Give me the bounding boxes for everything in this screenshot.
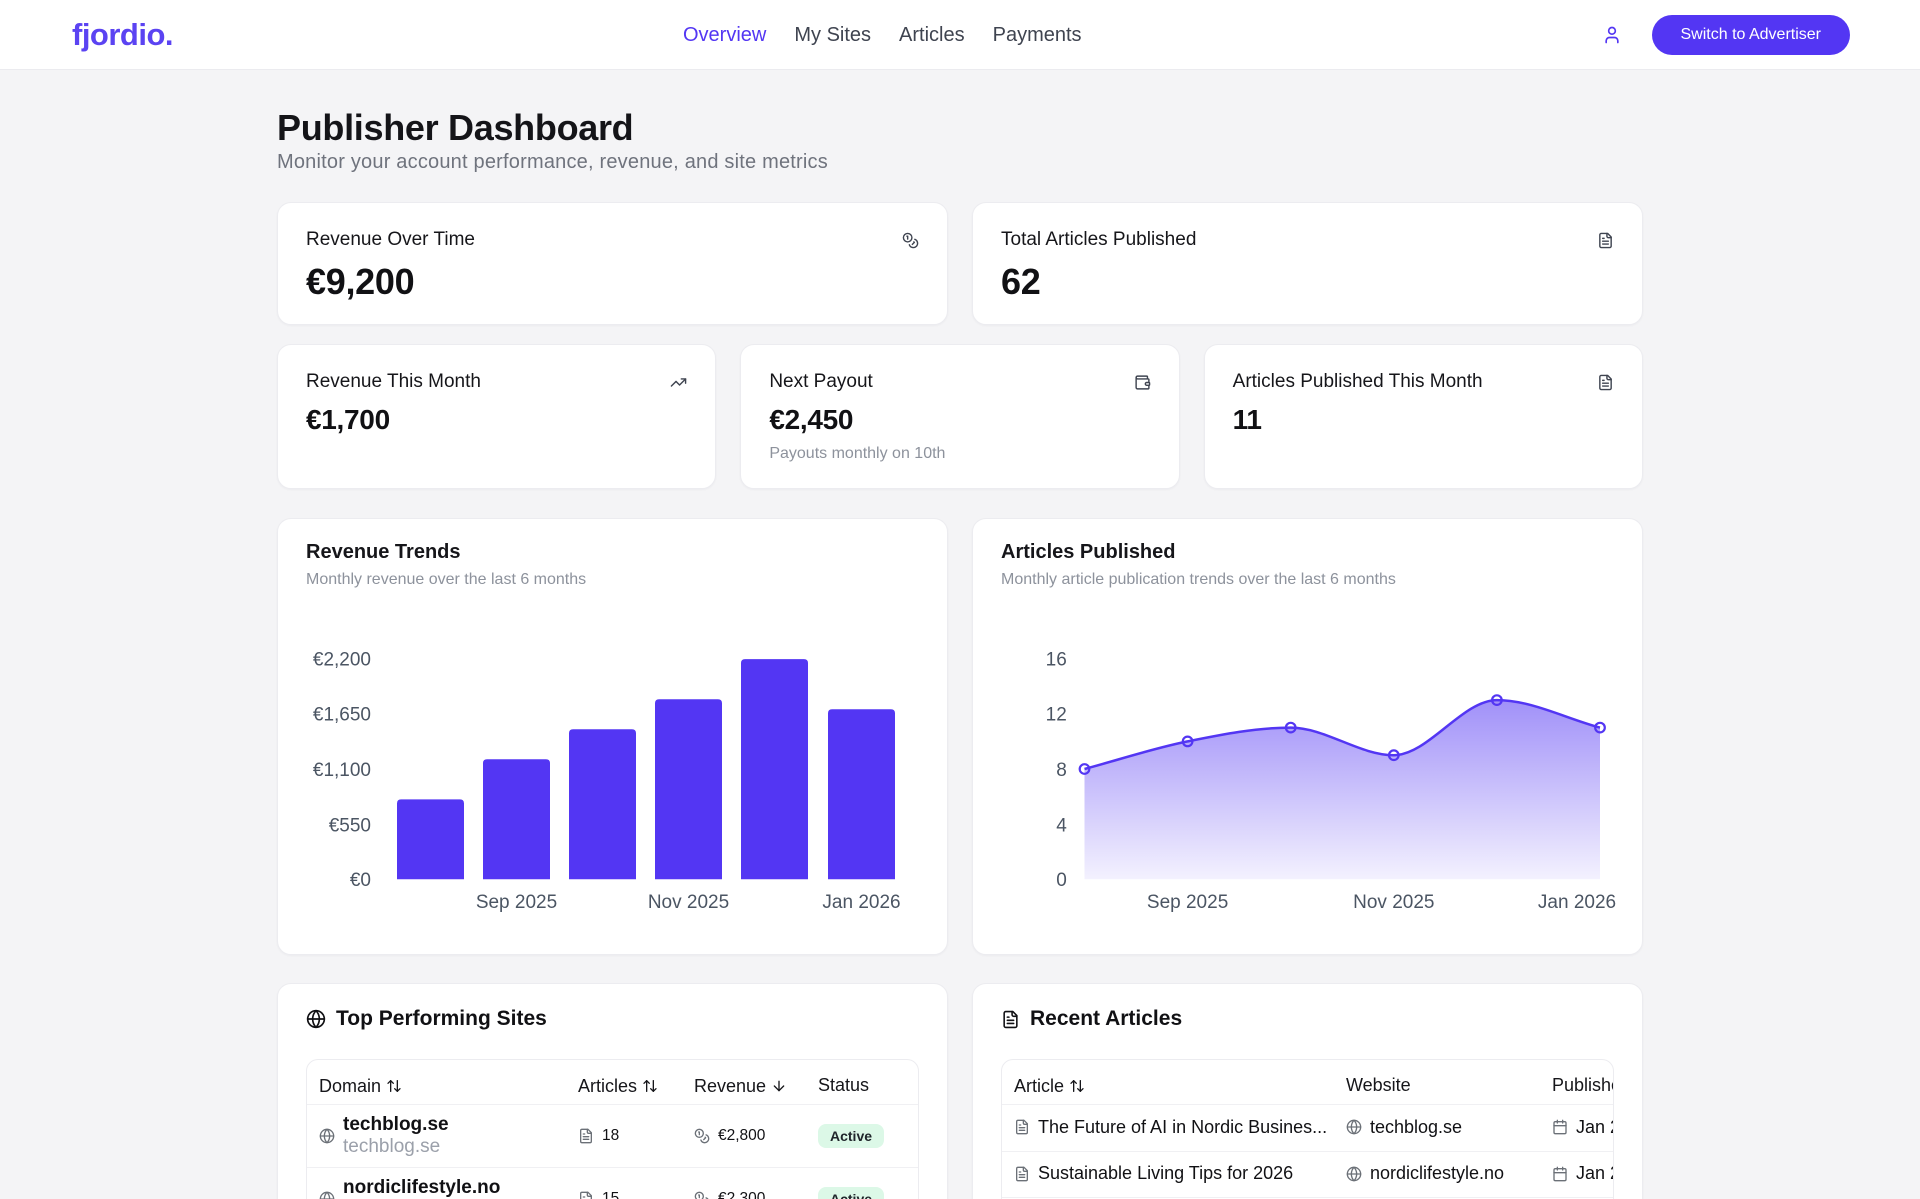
svg-text:€2,200: €2,200 bbox=[313, 650, 371, 671]
svg-text:Nov 2025: Nov 2025 bbox=[1353, 892, 1434, 913]
svg-text:Sep 2025: Sep 2025 bbox=[476, 892, 557, 913]
svg-text:12: 12 bbox=[1046, 705, 1067, 726]
svg-text:16: 16 bbox=[1046, 650, 1067, 671]
svg-text:€0: €0 bbox=[350, 870, 371, 891]
svg-text:8: 8 bbox=[1056, 760, 1067, 781]
svg-text:€1,650: €1,650 bbox=[313, 705, 371, 726]
svg-text:€550: €550 bbox=[329, 815, 371, 836]
svg-text:Jan 2026: Jan 2026 bbox=[822, 892, 900, 913]
svg-text:Jan 2026: Jan 2026 bbox=[1538, 892, 1616, 913]
svg-text:Sep 2025: Sep 2025 bbox=[1147, 892, 1228, 913]
svg-text:Nov 2025: Nov 2025 bbox=[648, 892, 729, 913]
svg-text:4: 4 bbox=[1056, 815, 1067, 836]
svg-text:0: 0 bbox=[1056, 870, 1067, 891]
svg-text:€1,100: €1,100 bbox=[313, 760, 371, 781]
